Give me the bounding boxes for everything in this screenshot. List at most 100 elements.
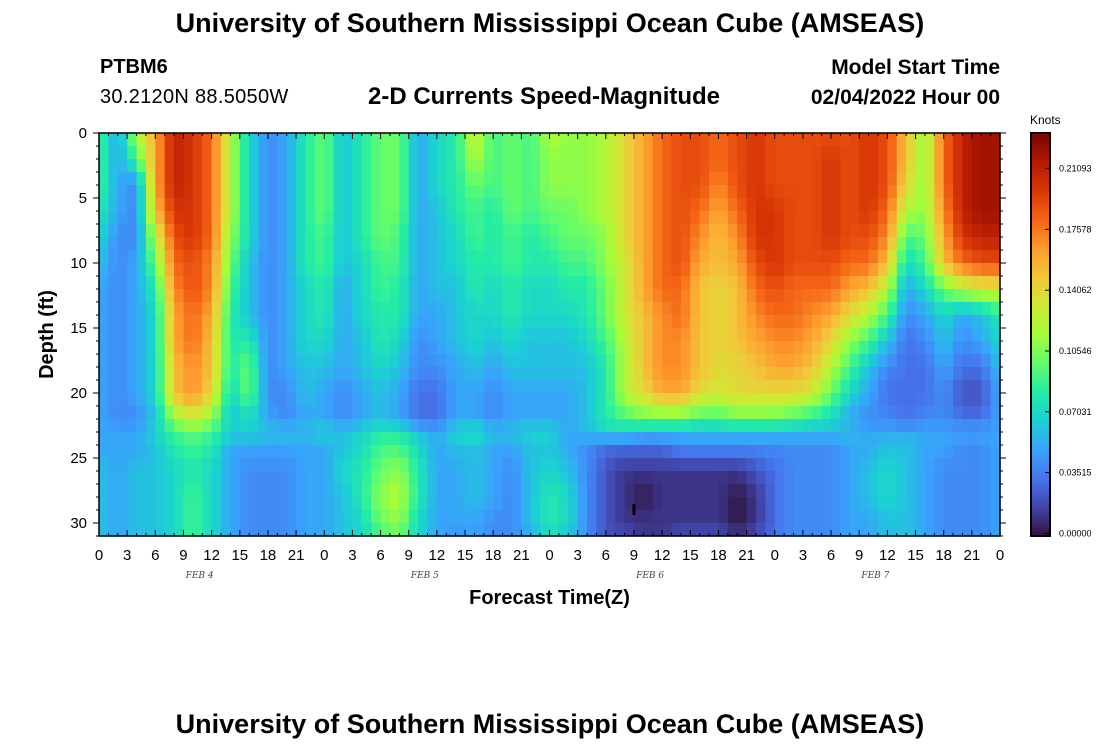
heatmap-cell — [211, 419, 222, 433]
heatmap-cell — [596, 380, 607, 394]
heatmap-cell — [540, 445, 551, 459]
heatmap-cell — [361, 315, 372, 329]
heatmap-cell — [230, 510, 241, 524]
heatmap-cell — [239, 198, 250, 212]
heatmap-cell — [258, 341, 269, 355]
heatmap-cell — [211, 315, 222, 329]
heatmap-cell — [511, 133, 522, 147]
heatmap-cell — [361, 133, 372, 147]
heatmap-cell — [605, 315, 616, 329]
heatmap-cell — [568, 328, 579, 342]
heatmap-cell — [418, 484, 429, 498]
heatmap-cell — [511, 458, 522, 472]
heatmap-cell — [521, 406, 532, 420]
heatmap-cell — [521, 497, 532, 511]
heatmap-cell — [352, 341, 363, 355]
heatmap-cell — [887, 289, 898, 303]
heatmap-cell — [249, 354, 260, 368]
heatmap-cell — [840, 172, 851, 186]
heatmap-cell — [239, 211, 250, 225]
header-title: University of Southern Mississippi Ocean… — [175, 8, 925, 38]
heatmap-cell — [558, 276, 569, 290]
heatmap-cell — [699, 237, 710, 251]
heatmap-cell — [399, 419, 410, 433]
heatmap-cell — [427, 302, 438, 316]
heatmap-cell — [352, 393, 363, 407]
heatmap-cell — [568, 419, 579, 433]
heatmap-cell — [511, 510, 522, 524]
heatmap-cell — [877, 211, 888, 225]
heatmap-cell — [258, 211, 269, 225]
heatmap-cell — [821, 380, 832, 394]
heatmap-cell — [812, 159, 823, 173]
heatmap-cell — [587, 354, 598, 368]
heatmap-cell — [136, 471, 147, 485]
heatmap-cell — [849, 211, 860, 225]
heatmap-cell — [465, 328, 476, 342]
heatmap-cell — [990, 133, 1001, 147]
heatmap-cell — [436, 289, 447, 303]
heatmap-cell — [324, 302, 335, 316]
heatmap-cell — [896, 471, 907, 485]
heatmap-cell — [577, 211, 588, 225]
heatmap-cell — [418, 380, 429, 394]
heatmap-cell — [709, 406, 720, 420]
heatmap-cell — [530, 497, 541, 511]
heatmap-cell — [361, 341, 372, 355]
heatmap-cell — [399, 445, 410, 459]
heatmap-cell — [455, 341, 466, 355]
heatmap-cell — [427, 432, 438, 446]
heatmap-cell — [737, 471, 748, 485]
heatmap-cell — [577, 328, 588, 342]
heatmap-cell — [239, 302, 250, 316]
heatmap-cell — [662, 302, 673, 316]
heatmap-cell — [680, 146, 691, 160]
heatmap-cell — [436, 419, 447, 433]
heatmap-cell — [389, 432, 400, 446]
heatmap-cell — [868, 289, 879, 303]
heatmap-cell — [671, 510, 682, 524]
heatmap-cell — [812, 237, 823, 251]
heatmap-cell — [333, 263, 344, 277]
heatmap-cell — [558, 133, 569, 147]
heatmap-cell — [99, 497, 109, 511]
heatmap-cell — [474, 250, 485, 264]
heatmap-cell — [99, 380, 109, 394]
heatmap-cell — [615, 146, 626, 160]
heatmap-cell — [99, 146, 109, 160]
heatmap-cell — [924, 185, 935, 199]
heatmap-cell — [465, 523, 476, 537]
heatmap-cell — [568, 341, 579, 355]
heatmap-cell — [164, 198, 175, 212]
heatmap-cell — [906, 198, 917, 212]
heatmap-cell — [774, 341, 785, 355]
colorbar-tick-label: 0.14062 — [1059, 285, 1092, 295]
heatmap-cell — [249, 289, 260, 303]
heatmap-cell — [981, 289, 992, 303]
heatmap-cell — [812, 276, 823, 290]
heatmap-cell — [192, 146, 203, 160]
heatmap-cell — [765, 341, 776, 355]
heatmap-cell — [887, 276, 898, 290]
heatmap-cell — [343, 328, 354, 342]
heatmap-cell — [699, 445, 710, 459]
heatmap-cell — [840, 471, 851, 485]
heatmap-cell — [258, 367, 269, 381]
heatmap-cell — [624, 484, 635, 498]
heatmap-cell — [164, 445, 175, 459]
heatmap-cell — [962, 354, 973, 368]
heatmap-cell — [455, 419, 466, 433]
heatmap-cell — [643, 510, 654, 524]
heatmap-cell — [324, 367, 335, 381]
heatmap-cell — [680, 172, 691, 186]
heatmap-cell — [652, 263, 663, 277]
heatmap-cell — [540, 510, 551, 524]
heatmap-cell — [849, 380, 860, 394]
heatmap-cell — [465, 146, 476, 160]
heatmap-cell — [587, 224, 598, 238]
heatmap-cell — [755, 432, 766, 446]
heatmap-cell — [849, 484, 860, 498]
heatmap-cell — [662, 341, 673, 355]
heatmap-cell — [174, 328, 185, 342]
heatmap-cell — [981, 198, 992, 212]
